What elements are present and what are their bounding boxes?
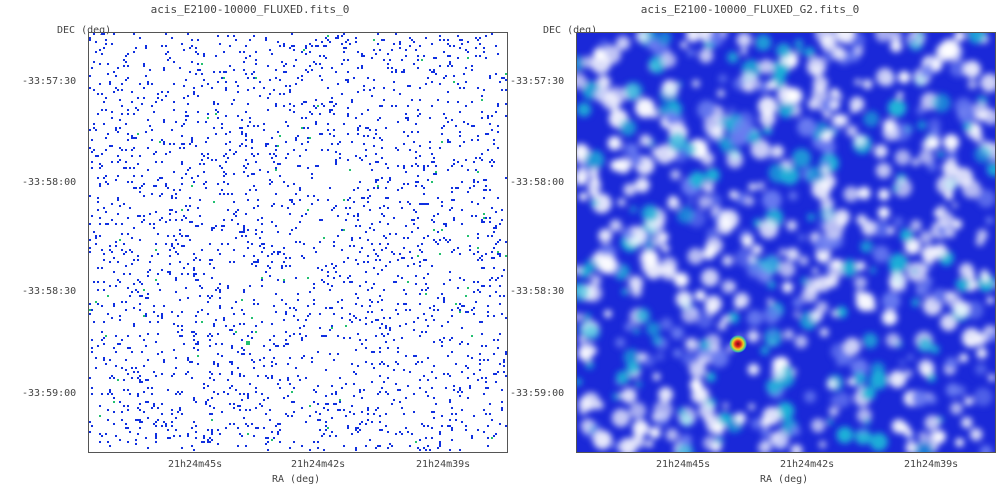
- dec-tick-label: -33:57:30: [22, 76, 77, 87]
- dec-axis-label: DEC (deg): [543, 25, 598, 36]
- image-title: acis_E2100-10000_FLUXED_G2.fits_0: [640, 3, 860, 16]
- ra-tick-label: 21h24m39s: [904, 459, 959, 470]
- image-canvas-right[interactable]: [576, 32, 996, 453]
- image-panel-right: acis_E2100-10000_FLUXED_G2.fits_0 DEC (d…: [500, 0, 1000, 489]
- image-panel-left: acis_E2100-10000_FLUXED.fits_0 DEC (deg)…: [22, 3, 508, 485]
- photon-image: [89, 33, 507, 451]
- ra-tick-label: 21h24m42s: [780, 459, 835, 470]
- image-title: acis_E2100-10000_FLUXED.fits_0: [150, 3, 350, 16]
- dec-tick-label: -33:58:00: [22, 177, 77, 188]
- dec-tick-label: -33:58:30: [22, 286, 77, 297]
- dec-tick-label: -33:58:00: [510, 177, 565, 188]
- ra-tick-label: 21h24m45s: [656, 459, 711, 470]
- image-canvas-left[interactable]: [88, 32, 508, 453]
- source-pixel: [246, 341, 250, 345]
- ra-tick-label: 21h24m42s: [291, 459, 346, 470]
- dec-axis-label: DEC (deg): [57, 25, 112, 36]
- ra-axis-label: RA (deg): [272, 474, 321, 485]
- dec-tick-label: -33:58:30: [510, 286, 565, 297]
- dec-tick-label: -33:57:30: [510, 76, 565, 87]
- dec-tick-label: -33:59:00: [22, 388, 77, 399]
- bright-source: [729, 335, 747, 353]
- ra-tick-label: 21h24m39s: [416, 459, 471, 470]
- ra-tick-label: 21h24m45s: [168, 459, 223, 470]
- smoothed-image: [577, 33, 995, 452]
- dec-tick-label: -33:59:00: [510, 388, 565, 399]
- ra-axis-label: RA (deg): [760, 474, 809, 485]
